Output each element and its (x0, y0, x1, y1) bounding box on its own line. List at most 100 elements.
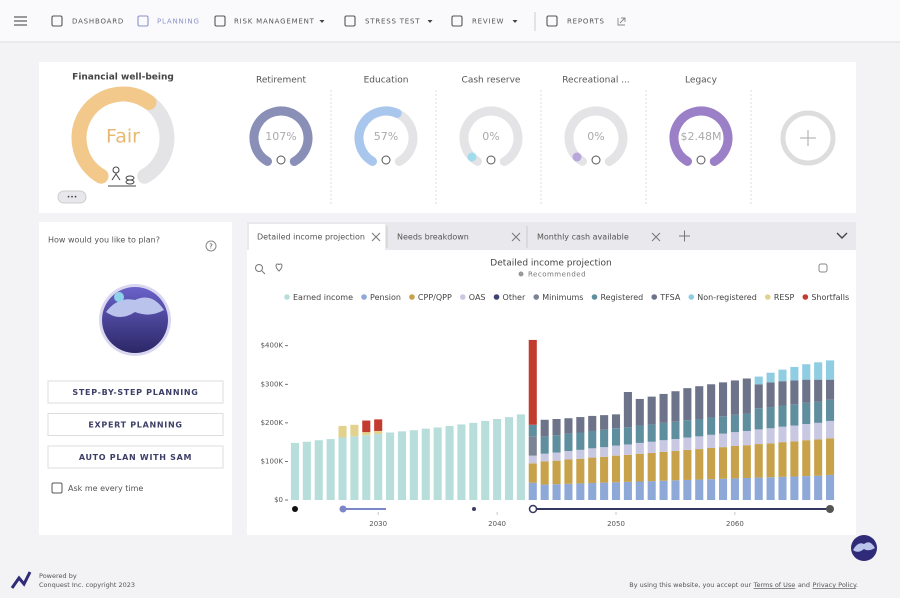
tab-close[interactable] (651, 232, 661, 242)
tab-label[interactable]: Monthly cash available (537, 233, 629, 242)
bar-segment (730, 380, 739, 415)
checkbox[interactable] (51, 482, 63, 494)
menu-button[interactable] (14, 16, 27, 26)
more-button[interactable] (57, 190, 87, 204)
legend-swatch[interactable] (651, 294, 658, 300)
legend-label[interactable]: TFSA (659, 293, 681, 302)
bar-segment (707, 479, 716, 500)
legend-swatch[interactable] (459, 294, 466, 300)
checkbox-label[interactable]: Ask me every time (68, 484, 143, 493)
goal-name: Cash reserve (462, 76, 521, 86)
bar-segment (659, 440, 668, 452)
legend-swatch[interactable] (802, 294, 809, 300)
bar-segment (635, 481, 644, 500)
bar-segment (635, 442, 644, 454)
bar-segment (766, 428, 775, 444)
bar-segment (671, 391, 680, 422)
bar-segment (588, 415, 597, 431)
footer-logo (10, 571, 32, 589)
chat-button[interactable] (851, 535, 877, 561)
option-label[interactable]: AUTO PLAN WITH SAM (79, 453, 192, 462)
bar-segment (802, 440, 811, 477)
nav-item[interactable]: RISK MANAGEMENT (234, 18, 315, 26)
export-icon[interactable] (818, 263, 828, 273)
bar-segment (611, 455, 621, 483)
bar-segment (790, 366, 799, 381)
nav-item[interactable]: PLANNING (157, 18, 200, 26)
help-icon[interactable] (205, 240, 217, 252)
bar-segment (350, 424, 359, 437)
tab-label[interactable]: Needs breakdown (397, 233, 469, 242)
nav-item[interactable]: DASHBOARD (72, 18, 124, 26)
goal-name: Retirement (256, 76, 306, 86)
legend-swatch[interactable] (533, 294, 540, 300)
legend-label[interactable]: OAS (469, 293, 486, 302)
tab-label[interactable]: Detailed income projection (257, 233, 365, 242)
legend-swatch[interactable] (591, 294, 598, 300)
legend-swatch[interactable] (688, 294, 695, 300)
bar-segment (457, 424, 466, 500)
add-tab[interactable] (679, 230, 690, 242)
legend-swatch[interactable] (361, 294, 367, 300)
more-label[interactable]: ••• (67, 194, 78, 201)
bar-segment (707, 434, 716, 448)
bar-segment (600, 415, 609, 430)
legend-label[interactable]: Shortfalls (811, 293, 849, 302)
legend-label[interactable]: CPP/QPP (418, 293, 452, 302)
legend-label[interactable]: RESP (774, 293, 795, 302)
bar-segment (493, 419, 502, 500)
goal-value: 0% (482, 130, 499, 143)
bar-segment (742, 378, 751, 414)
bar-segment (374, 434, 383, 500)
bar-segment (588, 448, 597, 458)
range-slider[interactable] (292, 504, 834, 514)
option-button[interactable] (47, 413, 224, 436)
bar-segment (683, 449, 692, 480)
tabs-dropdown[interactable] (836, 232, 848, 239)
nav-item[interactable]: REPORTS (567, 18, 605, 26)
option-label[interactable]: STEP-BY-STEP PLANNING (72, 388, 198, 397)
tab-close[interactable] (511, 232, 521, 242)
legend-swatch[interactable] (409, 294, 415, 300)
bar-segment (718, 478, 728, 500)
option-label[interactable]: EXPERT PLANNING (88, 421, 182, 430)
terms-link[interactable]: Terms of Use (753, 581, 796, 589)
bar-segment (552, 484, 561, 500)
legend-label[interactable]: Pension (370, 293, 401, 302)
goal-icon (486, 155, 496, 165)
option-button[interactable] (47, 445, 224, 469)
legend-label[interactable]: Non-registered (697, 293, 757, 302)
goal-value: 57% (374, 130, 398, 143)
privacy-link[interactable]: Privacy Policy (813, 581, 857, 589)
legend-swatch[interactable] (284, 294, 290, 300)
bar-segment (540, 419, 549, 437)
goal-dot (572, 152, 582, 162)
bar-segment (326, 439, 335, 500)
goal-icon (591, 155, 601, 165)
legend-swatch[interactable] (493, 294, 500, 300)
add-goal[interactable] (780, 110, 836, 166)
bar-segment (600, 447, 609, 457)
chart-panel (247, 222, 856, 535)
legend-label[interactable]: Minimums (542, 293, 583, 302)
tab-close[interactable] (371, 232, 381, 242)
help-label[interactable]: ? (209, 243, 213, 251)
option-button[interactable] (47, 380, 224, 404)
bar-segment (754, 384, 763, 409)
nav-item[interactable]: REVIEW (472, 18, 504, 26)
active-tab[interactable] (249, 224, 385, 252)
legend-label[interactable]: Registered (600, 293, 643, 302)
bar-segment (790, 404, 799, 426)
zoom-icon[interactable] (255, 264, 266, 275)
nav-item[interactable]: STRESS TEST (365, 18, 420, 26)
bar-segment (826, 399, 835, 421)
bar-segment (540, 436, 549, 454)
legend-swatch[interactable] (765, 294, 771, 300)
y-tick-label: $400K (261, 342, 284, 350)
bar-segment (730, 478, 739, 500)
bar-segment (802, 476, 811, 500)
favorite-icon[interactable] (275, 263, 283, 272)
legend-label[interactable]: Earned income (293, 293, 353, 302)
bar-segment (742, 413, 751, 431)
legend-label[interactable]: Other (503, 293, 526, 302)
